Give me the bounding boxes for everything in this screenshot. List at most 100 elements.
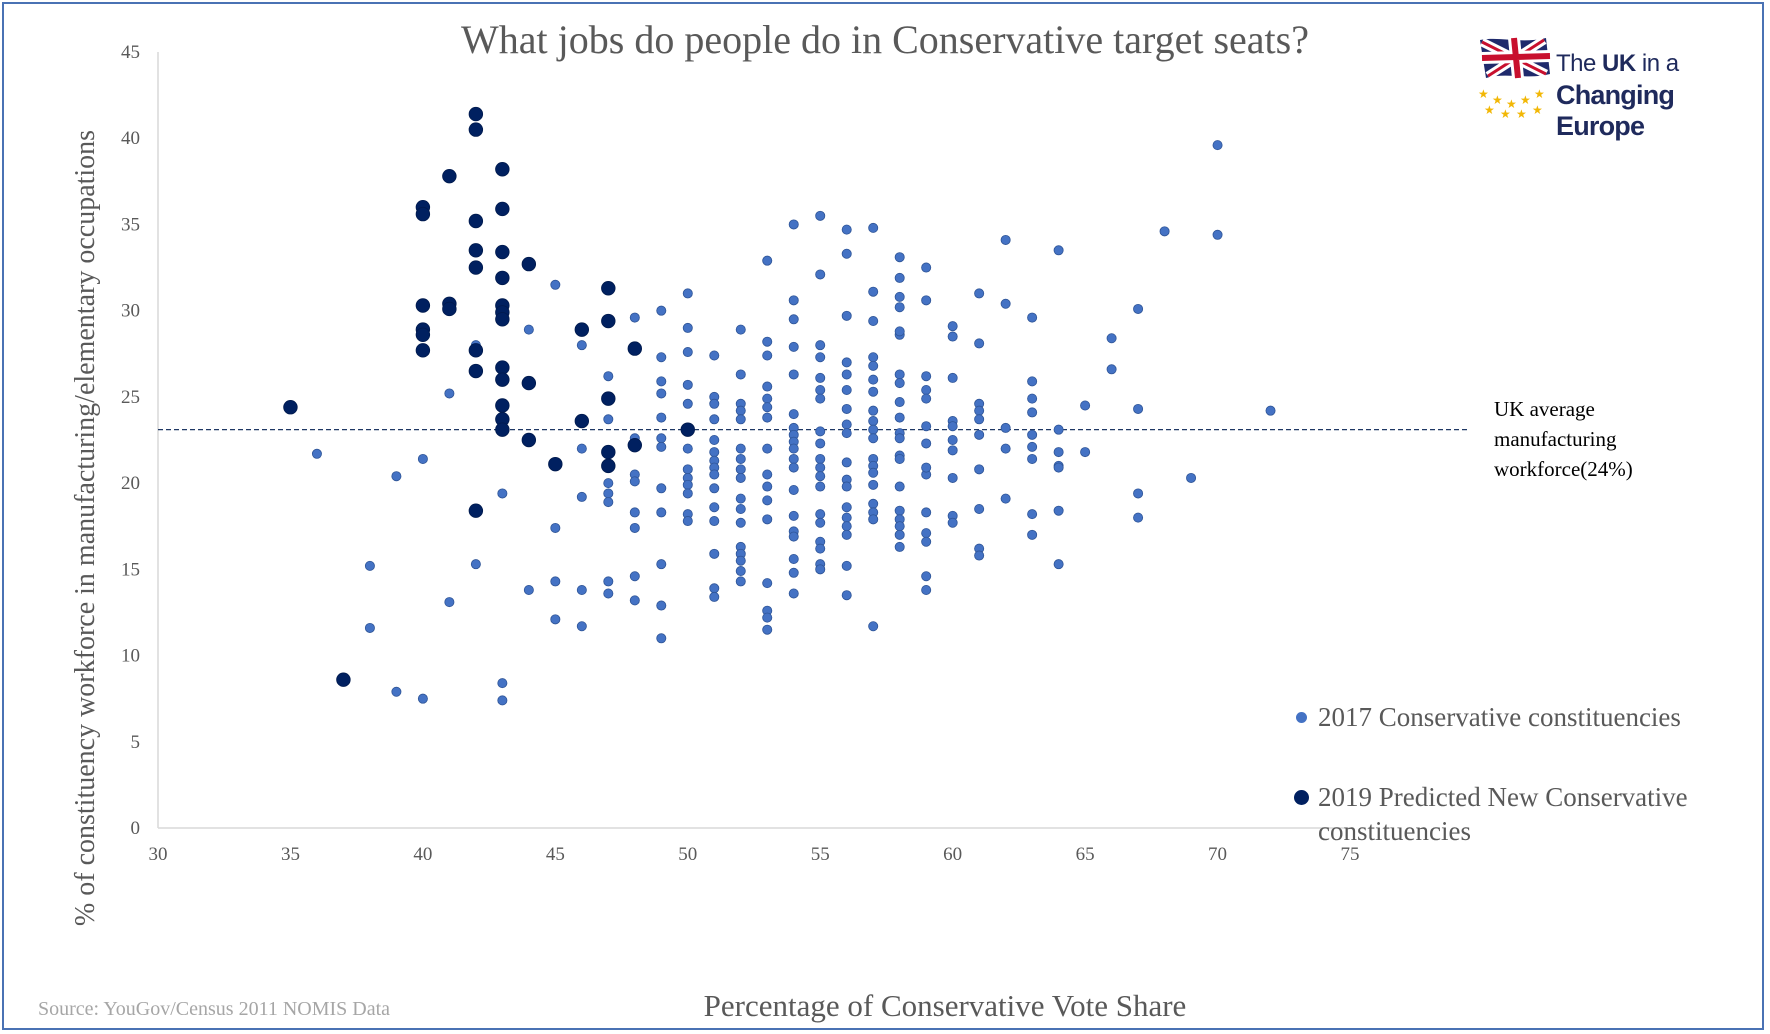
point-2019 [283,400,298,415]
point-2017 [921,262,932,273]
point-2017 [762,336,773,347]
point-2017 [894,397,905,408]
point-2017 [788,510,799,521]
point-2017 [762,481,773,492]
point-2017 [709,350,720,361]
point-2017 [629,312,640,323]
point-2017 [841,403,852,414]
point-2019 [415,327,431,343]
x-tick-label: 55 [811,844,830,865]
point-2017 [921,438,932,449]
point-2017 [762,612,773,623]
point-2017 [762,350,773,361]
point-2017 [815,438,826,449]
point-2017 [788,341,799,352]
y-tick-label: 35 [121,214,140,235]
point-2017 [894,326,905,337]
point-2017 [868,222,879,233]
point-2017 [788,485,799,496]
point-2017 [576,491,587,502]
point-2017 [656,559,667,570]
x-tick-label: 50 [678,844,697,865]
point-2017 [868,316,879,327]
legend-marker-2017 [1296,712,1307,723]
point-2017 [921,421,932,432]
point-2017 [762,255,773,266]
point-2017 [709,469,720,480]
point-2017 [1212,140,1223,151]
point-2017 [1027,376,1038,387]
svg-text:★: ★ [1506,97,1517,111]
source-note: Source: YouGov/Census 2011 NOMIS Data [38,998,391,1020]
point-2017 [735,503,746,514]
point-2017 [550,522,561,533]
point-2017 [762,578,773,589]
point-2017 [841,502,852,513]
point-2017 [868,621,879,632]
point-2017 [947,421,958,432]
point-2017 [921,295,932,306]
y-tick-label: 25 [121,387,140,408]
point-2019 [415,206,431,222]
point-2017 [709,414,720,425]
point-2017 [815,210,826,221]
point-2017 [1053,245,1064,256]
y-tick-label: 10 [121,646,140,667]
point-2017 [815,269,826,280]
point-2017 [735,405,746,416]
svg-text:★: ★ [1534,87,1545,101]
point-2017 [656,376,667,387]
point-2017 [868,386,879,397]
point-2017 [603,488,614,499]
point-2017 [788,409,799,420]
point-2017 [682,479,693,490]
point-2017 [894,453,905,464]
point-2019 [468,243,484,258]
point-2017 [788,588,799,599]
point-2017 [656,388,667,399]
point-2017 [576,443,587,454]
point-2017 [947,331,958,342]
point-2017 [709,483,720,494]
point-2017 [894,369,905,380]
point-2019 [574,322,590,337]
point-2017 [947,434,958,445]
point-2017 [682,443,693,454]
point-2017 [497,695,508,706]
point-2017 [1133,512,1144,523]
point-2017 [815,340,826,351]
point-2017 [656,483,667,494]
point-2017 [709,591,720,602]
point-2017 [841,384,852,395]
x-tick-label: 60 [943,844,962,865]
point-2017 [841,369,852,380]
point-2017 [629,522,640,533]
point-2017 [974,405,985,416]
point-2017 [1053,559,1064,570]
point-2017 [656,352,667,363]
point-2017 [735,414,746,425]
point-2017 [1053,424,1064,435]
point-2019 [627,437,643,453]
point-2017 [894,529,905,540]
legend-marker-2019 [1294,790,1309,805]
point-2017 [841,428,852,439]
point-2017 [709,548,720,559]
point-2017 [709,516,720,527]
point-2017 [1027,393,1038,404]
point-2017 [709,502,720,513]
x-tick-label: 35 [281,844,300,865]
point-2017 [1000,493,1011,504]
point-2017 [1080,447,1091,458]
point-2017 [868,374,879,385]
point-2019 [468,343,484,358]
point-2019 [601,444,616,460]
point-2017 [391,686,402,697]
point-2017 [921,536,932,547]
x-axis-label: Percentage of Conservative Vote Share [703,988,1187,1023]
point-2017 [550,614,561,625]
point-2017 [682,288,693,299]
point-2017 [1133,303,1144,314]
point-2017 [1027,441,1038,452]
point-2017 [947,517,958,528]
